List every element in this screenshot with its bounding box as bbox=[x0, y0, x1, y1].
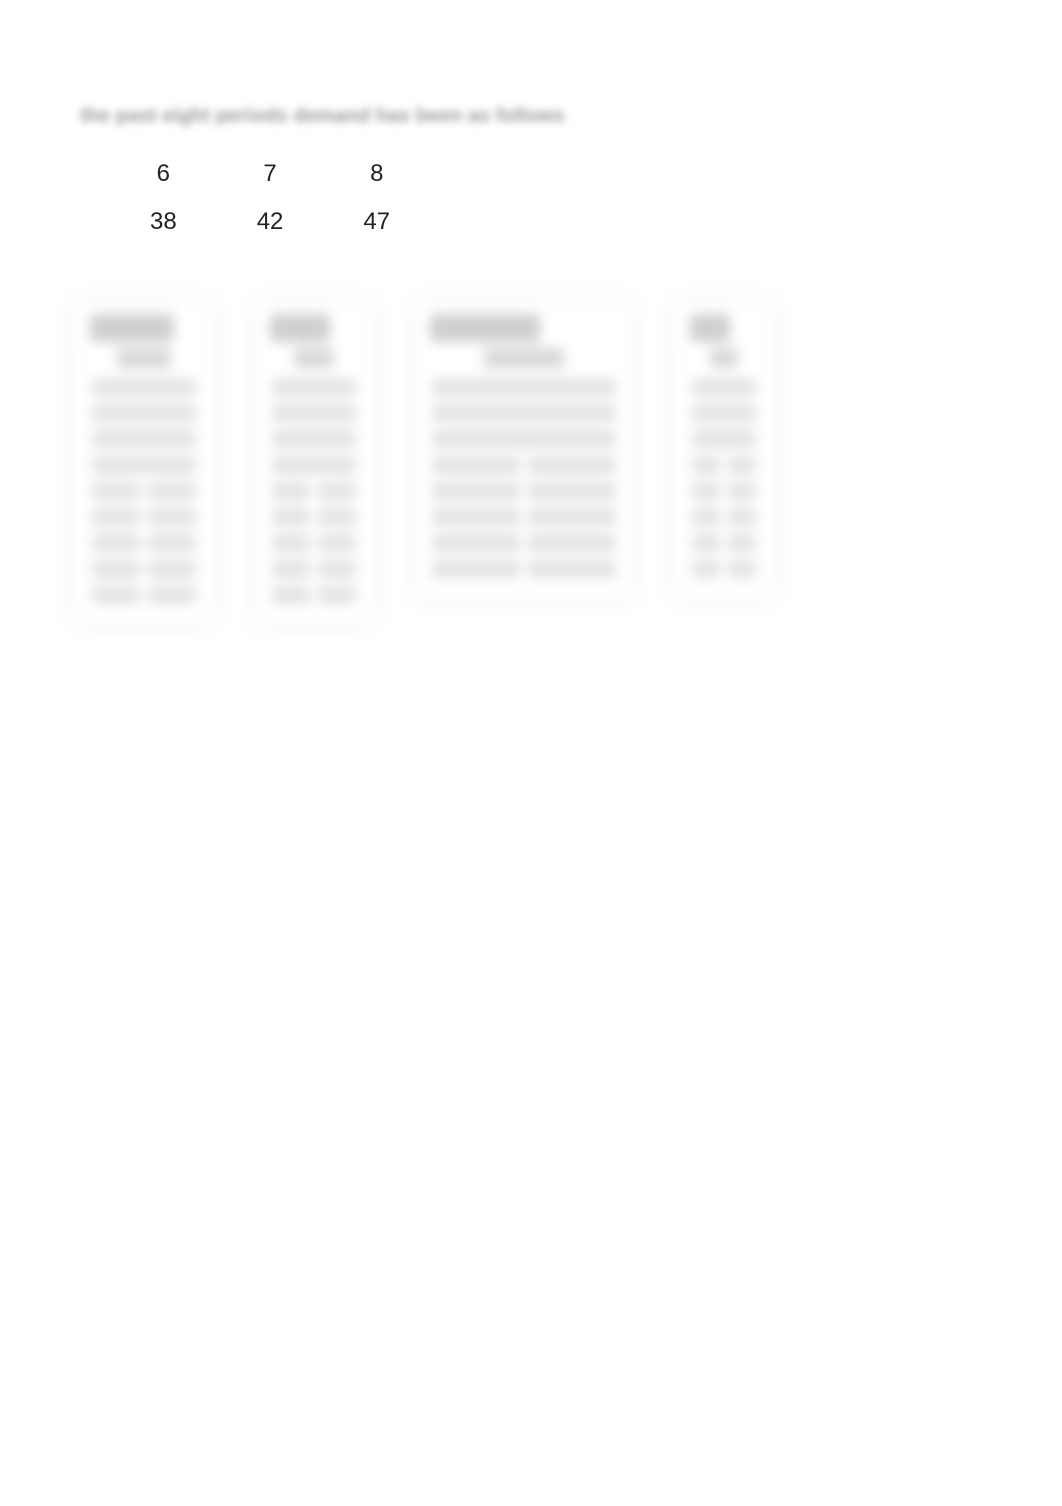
block-cell bbox=[148, 482, 196, 500]
table-cell: 47 bbox=[323, 198, 430, 246]
block-cell bbox=[432, 560, 520, 578]
block-cell bbox=[92, 482, 140, 500]
table-cell: 7 bbox=[217, 150, 324, 198]
block-split-row bbox=[272, 508, 356, 526]
block-cell bbox=[528, 560, 616, 578]
block-split-row bbox=[692, 482, 756, 500]
block-full-row bbox=[432, 404, 616, 422]
block-subheader bbox=[710, 348, 738, 368]
block-cell bbox=[692, 560, 720, 578]
block-cell bbox=[692, 534, 720, 552]
block-cell bbox=[148, 508, 196, 526]
block-subheader bbox=[484, 348, 564, 368]
block-full-row bbox=[692, 404, 756, 422]
block-full-row bbox=[92, 456, 196, 474]
block-split-row bbox=[432, 456, 616, 474]
block-split-row bbox=[92, 508, 196, 526]
block-split-row bbox=[92, 586, 196, 604]
block-split-row bbox=[272, 482, 356, 500]
block-cell bbox=[92, 534, 140, 552]
block-cell bbox=[272, 586, 310, 604]
block-full-row bbox=[432, 430, 616, 448]
block-subheader bbox=[294, 348, 334, 368]
block-cell bbox=[432, 534, 520, 552]
block-cell bbox=[432, 508, 520, 526]
table-cell: 38 bbox=[110, 198, 217, 246]
block-split-row bbox=[692, 534, 756, 552]
block-cell bbox=[272, 560, 310, 578]
block-split-row bbox=[432, 534, 616, 552]
block-full-row bbox=[692, 378, 756, 396]
block-header bbox=[430, 314, 540, 342]
block-cell bbox=[272, 482, 310, 500]
block-header bbox=[270, 314, 330, 342]
intro-text: the past eight periods demand has been a… bbox=[80, 105, 980, 128]
page: the past eight periods demand has been a… bbox=[0, 0, 1062, 1506]
block-full-row bbox=[272, 456, 356, 474]
block-split-row bbox=[692, 456, 756, 474]
block-cell bbox=[148, 560, 196, 578]
top-section: the past eight periods demand has been a… bbox=[80, 105, 980, 246]
block-cell bbox=[728, 456, 756, 474]
block-cell bbox=[318, 508, 356, 526]
block-cell bbox=[692, 508, 720, 526]
block-split-row bbox=[272, 586, 356, 604]
block-full-row bbox=[272, 404, 356, 422]
block-cell bbox=[432, 456, 520, 474]
block-cell bbox=[92, 586, 140, 604]
block-cell bbox=[92, 560, 140, 578]
block-full-row bbox=[272, 378, 356, 396]
block-full-row bbox=[92, 378, 196, 396]
block-cell bbox=[528, 508, 616, 526]
block-full-row bbox=[272, 430, 356, 448]
block-cell bbox=[318, 560, 356, 578]
block-full-row bbox=[692, 430, 756, 448]
table-row: 6 7 8 bbox=[110, 150, 430, 198]
block-cell bbox=[528, 534, 616, 552]
block-full-row bbox=[432, 378, 616, 396]
table-cell: 8 bbox=[323, 150, 430, 198]
block-split-row bbox=[272, 560, 356, 578]
block-split-row bbox=[692, 508, 756, 526]
table-row: 38 42 47 bbox=[110, 198, 430, 246]
block-split-row bbox=[692, 560, 756, 578]
block-split-row bbox=[272, 534, 356, 552]
block-full-row bbox=[92, 404, 196, 422]
block-subheader bbox=[117, 348, 171, 368]
block-cell bbox=[692, 456, 720, 474]
block-split-row bbox=[432, 560, 616, 578]
block-split-row bbox=[92, 482, 196, 500]
block-cell bbox=[728, 508, 756, 526]
block-split-row bbox=[432, 482, 616, 500]
block-cell bbox=[318, 534, 356, 552]
block-cell bbox=[728, 560, 756, 578]
block-cell bbox=[148, 534, 196, 552]
blurred-block bbox=[254, 300, 374, 626]
block-split-row bbox=[92, 534, 196, 552]
block-cell bbox=[318, 586, 356, 604]
block-cell bbox=[692, 482, 720, 500]
block-header bbox=[690, 314, 730, 342]
block-header bbox=[90, 314, 174, 342]
block-cell bbox=[92, 508, 140, 526]
blurred-blocks-row bbox=[74, 300, 774, 626]
block-split-row bbox=[432, 508, 616, 526]
block-full-row bbox=[92, 430, 196, 448]
block-cell bbox=[728, 534, 756, 552]
blurred-block bbox=[414, 300, 634, 600]
block-cell bbox=[728, 482, 756, 500]
block-cell bbox=[318, 482, 356, 500]
block-cell bbox=[272, 534, 310, 552]
block-split-row bbox=[92, 560, 196, 578]
block-cell bbox=[148, 586, 196, 604]
numbers-table: 6 7 8 38 42 47 bbox=[110, 150, 430, 246]
table-cell: 6 bbox=[110, 150, 217, 198]
table-cell: 42 bbox=[217, 198, 324, 246]
block-cell bbox=[528, 482, 616, 500]
block-cell bbox=[272, 508, 310, 526]
blurred-block bbox=[674, 300, 774, 600]
block-cell bbox=[528, 456, 616, 474]
block-cell bbox=[432, 482, 520, 500]
blurred-block bbox=[74, 300, 214, 626]
